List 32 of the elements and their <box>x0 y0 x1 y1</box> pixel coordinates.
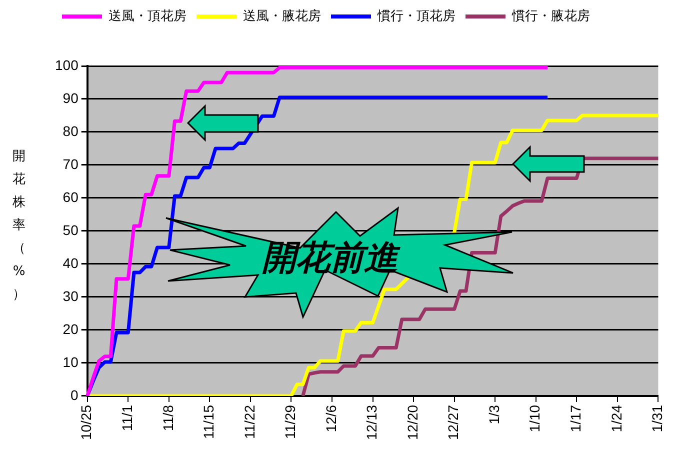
y-tick-label: 30 <box>62 288 79 304</box>
x-tick-label: 11/15 <box>200 404 217 439</box>
y-tick-label: 60 <box>62 188 79 205</box>
y-tick-label: 90 <box>62 90 79 106</box>
y-tick-label: 20 <box>62 320 79 337</box>
x-tick-label: 1/24 <box>608 404 624 432</box>
x-tick-label: 11/8 <box>160 404 176 432</box>
legend-label: 送風・腋花房 <box>243 8 321 24</box>
x-tick-label: 12/13 <box>364 404 380 440</box>
y-tick-label: 10 <box>62 354 79 370</box>
x-tick-label: 1/17 <box>568 404 584 432</box>
x-tick-label: 1/31 <box>649 404 666 432</box>
x-tick-label: 12/27 <box>445 404 462 440</box>
x-tick-label: 11/22 <box>241 404 258 439</box>
legend-label: 慣行・頂花房 <box>376 8 456 24</box>
x-tick-label: 1/10 <box>526 404 543 432</box>
x-tick-label: 1/3 <box>486 404 502 424</box>
x-tick-label: 12/6 <box>322 404 339 432</box>
x-tick-label: 11/1 <box>118 404 135 432</box>
y-axis-title: 開花株率（%） <box>12 148 26 304</box>
y-tick-label: 0 <box>70 386 79 403</box>
y-tick-label: 80 <box>62 122 79 139</box>
x-tick-label: 10/25 <box>78 404 94 440</box>
y-tick-label: 40 <box>62 254 79 271</box>
annotation: 開花前進 <box>262 237 398 280</box>
legend-label: 慣行・腋花房 <box>511 8 590 24</box>
x-tick-label: 11/29 <box>282 404 298 439</box>
y-tick-label: 70 <box>62 156 79 172</box>
x-tick-label: 12/20 <box>404 404 420 440</box>
legend-label: 送風・頂花房 <box>108 8 186 24</box>
y-tick-label: 50 <box>62 222 79 238</box>
y-tick-label: 100 <box>55 56 79 73</box>
